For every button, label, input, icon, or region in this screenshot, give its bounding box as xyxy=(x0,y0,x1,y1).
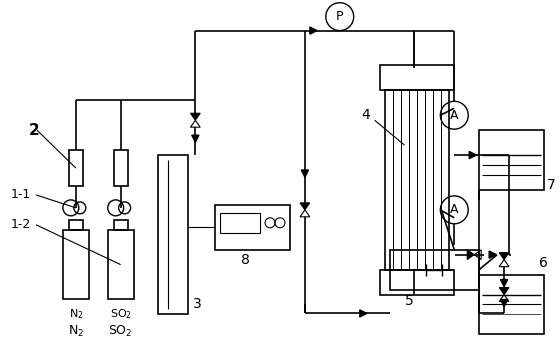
Bar xyxy=(385,90,449,270)
Polygon shape xyxy=(499,294,509,301)
Bar xyxy=(220,213,260,233)
Polygon shape xyxy=(192,135,199,142)
Polygon shape xyxy=(501,300,508,307)
Polygon shape xyxy=(501,280,508,287)
Text: A: A xyxy=(450,109,459,122)
Bar xyxy=(380,65,454,90)
Bar xyxy=(479,130,544,190)
Text: A: A xyxy=(450,203,459,216)
Bar xyxy=(69,150,83,186)
Bar xyxy=(108,230,134,300)
Polygon shape xyxy=(190,113,200,120)
Bar xyxy=(479,275,544,334)
Text: 3: 3 xyxy=(193,298,202,311)
Bar xyxy=(114,150,128,186)
Text: 1-2: 1-2 xyxy=(11,218,31,231)
Polygon shape xyxy=(300,203,310,210)
Text: N$_2$: N$_2$ xyxy=(68,324,84,339)
Text: P: P xyxy=(336,10,343,23)
Text: SO$_2$: SO$_2$ xyxy=(110,308,132,321)
Polygon shape xyxy=(474,250,481,259)
Bar xyxy=(69,220,83,230)
Polygon shape xyxy=(300,210,310,217)
Text: N$_2$: N$_2$ xyxy=(68,308,83,321)
Text: SO$_2$: SO$_2$ xyxy=(109,324,133,339)
Text: 4: 4 xyxy=(361,108,370,122)
Text: 2: 2 xyxy=(29,123,40,138)
Bar xyxy=(390,250,479,290)
Text: 8: 8 xyxy=(241,252,250,267)
Polygon shape xyxy=(190,120,200,127)
Text: 7: 7 xyxy=(547,178,556,192)
Polygon shape xyxy=(467,250,474,259)
Bar xyxy=(158,155,188,314)
Polygon shape xyxy=(499,253,509,260)
Polygon shape xyxy=(469,151,477,159)
Text: 6: 6 xyxy=(539,256,548,270)
Bar xyxy=(114,220,128,230)
Bar xyxy=(215,205,290,250)
Text: 1-1: 1-1 xyxy=(11,189,31,201)
Polygon shape xyxy=(360,310,367,317)
Polygon shape xyxy=(489,251,496,258)
Polygon shape xyxy=(310,27,317,34)
Text: 5: 5 xyxy=(405,294,414,309)
Polygon shape xyxy=(499,260,509,267)
Bar xyxy=(380,270,454,294)
Bar xyxy=(63,230,89,300)
Polygon shape xyxy=(499,288,509,294)
Polygon shape xyxy=(301,170,309,177)
